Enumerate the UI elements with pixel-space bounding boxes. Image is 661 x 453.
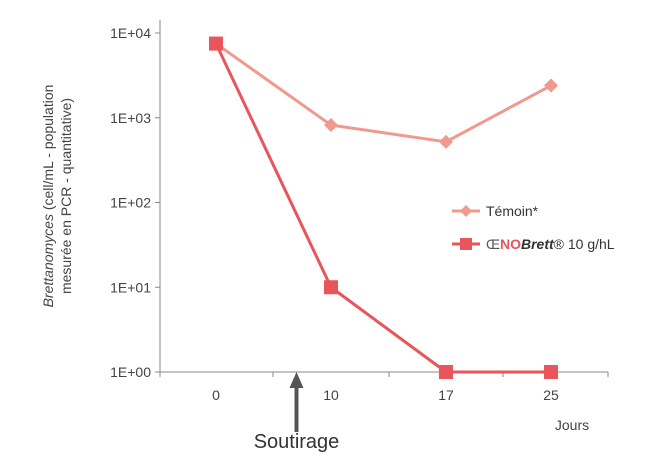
series-line-0 [216, 44, 551, 142]
x-axis-label: Jours [555, 417, 589, 433]
y-axis-label-line1: Brettanomyces (cell/mL - population [40, 85, 56, 308]
legend-oe-part: Œ [486, 236, 500, 252]
x-tick-label: 17 [438, 387, 454, 403]
legend-oenobrett-label: ŒNOBrett® 10 g/hL [486, 236, 615, 252]
data-point-s0-3 [544, 79, 558, 93]
legend-temoin-diamond [460, 205, 472, 217]
soutirage-arrow-head [290, 372, 304, 388]
x-tick-label: 10 [323, 387, 339, 403]
legend: Témoin* ŒNOBrett® 10 g/hL [452, 203, 615, 252]
y-tick-label: 1E+03 [110, 110, 151, 126]
y-tick-label: 1E+00 [110, 364, 151, 380]
y-tick-label: 1E+01 [110, 279, 151, 295]
y-axis-label-italic: Brettanomyces [40, 214, 56, 307]
data-point-s1-3 [544, 365, 558, 379]
y-axis-label-rest: (cell/mL - population [40, 85, 56, 214]
data-point-s1-0 [209, 37, 223, 51]
x-tick-label: 0 [212, 387, 220, 403]
legend-temoin-label: Témoin* [486, 203, 539, 219]
legend-no-part: NO [500, 236, 521, 252]
legend-item-temoin: Témoin* [452, 203, 539, 219]
y-tick-labels: 1E+00 1E+01 1E+02 1E+03 1E+04 [110, 25, 160, 380]
soutirage-label: Soutirage [254, 431, 340, 453]
data-point-s0-2 [439, 135, 453, 149]
legend-oenobrett-square [460, 238, 472, 250]
legend-dose-part: ® 10 g/hL [554, 236, 615, 252]
data-point-s1-2 [439, 365, 453, 379]
soutirage-annotation: Soutirage [254, 372, 340, 453]
data-point-s1-1 [324, 280, 338, 294]
x-tick-label: 25 [543, 387, 559, 403]
legend-brett-part: Brett [521, 236, 555, 252]
legend-item-oenobrett: ŒNOBrett® 10 g/hL [452, 236, 615, 252]
y-tick-label: 1E+04 [110, 25, 151, 41]
y-axis-label-line2: mesurée en PCR - quantitative) [58, 98, 74, 294]
x-tick-labels: 0 10 17 25 [160, 372, 608, 403]
y-tick-label: 1E+02 [110, 195, 151, 211]
